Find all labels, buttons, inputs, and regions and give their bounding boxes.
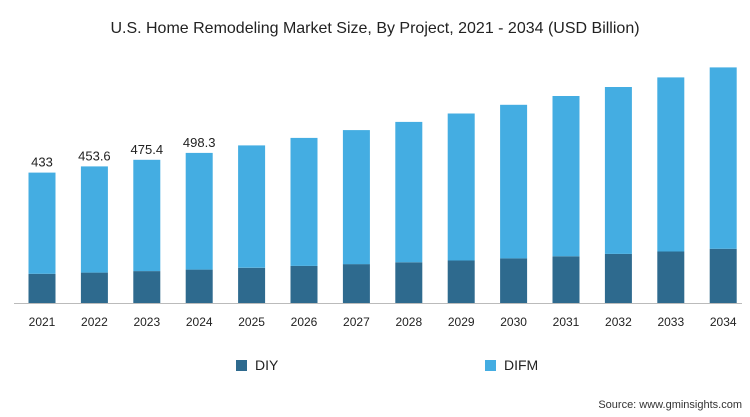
bar-diy-2034 [709, 248, 737, 303]
bar-diy-2021 [28, 273, 56, 303]
bar-difm-2027 [342, 130, 370, 265]
bar-difm-2021 [28, 172, 56, 274]
bar-difm-2026 [290, 137, 318, 266]
bar-difm-2034 [709, 67, 737, 249]
data-label-2023: 475.4 [131, 142, 164, 157]
bar-difm-2032 [604, 87, 632, 254]
legend-label-difm: DIFM [504, 357, 539, 373]
bar-difm-2029 [447, 113, 475, 261]
bar-difm-2033 [657, 77, 685, 252]
bar-difm-2023 [133, 159, 161, 272]
legend-item-difm: DIFM [485, 357, 538, 373]
legend-swatch-difm [485, 359, 496, 371]
data-label-2021: 433 [31, 155, 53, 170]
bar-difm-2030 [500, 104, 528, 259]
bar-diy-2030 [500, 258, 528, 303]
x-tick-label-2025: 2025 [238, 315, 265, 329]
x-tick-label-2033: 2033 [657, 315, 684, 329]
bar-difm-2028 [395, 121, 423, 263]
x-tick-label-2022: 2022 [81, 315, 108, 329]
legend-item-diy: DIY [236, 357, 278, 373]
x-tick-label-2026: 2026 [291, 315, 318, 329]
bar-difm-2031 [552, 96, 580, 257]
bar-diy-2027 [342, 264, 370, 303]
bar-difm-2024 [185, 152, 213, 270]
x-tick-label-2034: 2034 [710, 315, 737, 329]
source-note: Source: www.gminsights.com [598, 399, 742, 411]
bar-diy-2031 [552, 256, 580, 303]
bar-diy-2026 [290, 265, 318, 303]
data-label-2024: 498.3 [183, 135, 216, 150]
bar-difm-2025 [238, 145, 266, 268]
x-tick-label-2031: 2031 [553, 315, 580, 329]
bar-diy-2028 [395, 262, 423, 303]
x-tick-label-2024: 2024 [186, 315, 213, 329]
chart-legend: DIY DIFM [0, 357, 750, 377]
x-tick-label-2021: 2021 [29, 315, 56, 329]
bar-diy-2022 [80, 272, 108, 303]
chart-title: U.S. Home Remodeling Market Size, By Pro… [110, 20, 640, 37]
x-tick-label-2028: 2028 [395, 315, 422, 329]
legend-label-diy: DIY [255, 357, 279, 373]
bar-diy-2033 [657, 251, 685, 303]
x-tick-label-2027: 2027 [343, 315, 370, 329]
bar-diy-2023 [133, 271, 161, 303]
bar-diy-2032 [604, 253, 632, 303]
x-tick-label-2032: 2032 [605, 315, 632, 329]
x-tick-label-2029: 2029 [448, 315, 475, 329]
x-tick-label-2030: 2030 [500, 315, 527, 329]
bar-difm-2022 [80, 166, 108, 273]
legend-swatch-diy [236, 359, 247, 371]
bar-diy-2025 [238, 267, 266, 303]
bar-diy-2024 [185, 269, 213, 303]
bar-diy-2029 [447, 260, 475, 303]
data-label-2022: 453.6 [78, 148, 111, 163]
x-tick-label-2023: 2023 [133, 315, 160, 329]
